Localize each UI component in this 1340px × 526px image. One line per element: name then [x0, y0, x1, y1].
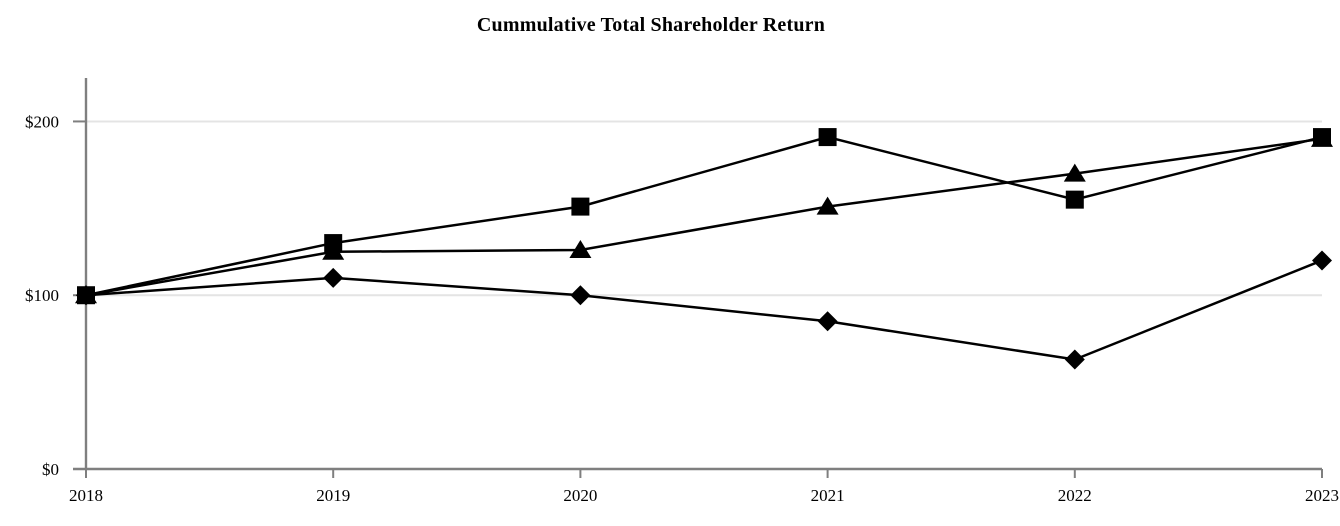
x-tick-label-2022: 2022: [1058, 486, 1092, 505]
y-tick-label-100: $100: [25, 286, 59, 305]
marker-triangle-2020: [569, 240, 592, 259]
marker-diamond-2020: [570, 285, 591, 306]
y-tick-label-200: $200: [25, 112, 59, 131]
marker-diamond-2021: [817, 311, 838, 332]
marker-square-2021: [818, 128, 837, 147]
chart-title: Cummulative Total Shareholder Return: [476, 14, 826, 36]
x-tick-label-2019: 2019: [316, 486, 350, 505]
marker-triangle-2022: [1063, 163, 1086, 182]
marker-diamond-2022: [1064, 349, 1085, 370]
series-line-square: [85, 135, 1323, 297]
marker-square-2020: [571, 197, 590, 216]
marker-square-2022: [1065, 190, 1084, 209]
y-tick-label-0: $0: [42, 460, 59, 479]
marker-square-2023: [1313, 128, 1331, 147]
marker-diamond-2019: [323, 267, 344, 288]
x-tick-label-2021: 2021: [811, 486, 845, 505]
marker-square-2018: [77, 286, 95, 305]
series-line-triangle: [85, 137, 1323, 297]
series-line-diamond: [85, 259, 1323, 361]
x-tick-label-2023: 2023: [1305, 486, 1339, 505]
marker-diamond-2023: [1312, 250, 1332, 271]
x-tick-label-2020: 2020: [563, 486, 597, 505]
marker-triangle-2021: [816, 196, 839, 215]
x-tick-label-2018: 2018: [69, 486, 103, 505]
marker-square-2019: [324, 234, 343, 253]
